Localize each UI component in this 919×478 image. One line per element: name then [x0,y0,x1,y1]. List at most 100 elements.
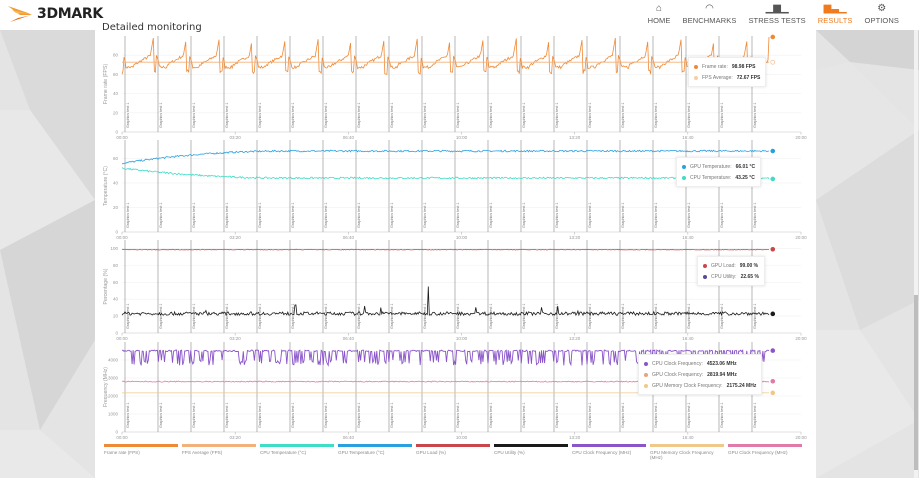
x-tick-label: 03:20 [230,336,242,341]
legend-item[interactable]: GPU Load (%) [416,444,490,460]
tooltip-label: CPU Temperature: [690,174,732,181]
bar-chart-icon: ▁▆▁ [765,3,789,14]
app-logo[interactable]: 3DMARK [8,4,103,24]
test-marker-label: Graphics test 1 [258,303,262,329]
legend-label: FPS Average (FPS) [182,449,223,455]
y-tick-label: 1000 [108,412,119,417]
test-marker-label: Graphics test 1 [753,402,757,428]
series-end-point [770,378,776,384]
scrollbar[interactable] [914,30,918,478]
tooltip-label: FPS Average: [702,74,733,81]
x-tick-label: 10:00 [456,235,468,240]
series-end-point [770,59,776,65]
test-marker-label: Graphics test 1 [588,202,592,228]
legend-swatch [650,444,724,447]
test-marker-label: Graphics test 1 [192,202,196,228]
test-marker-label: Graphics test 1 [357,402,361,428]
y-tick-label: 0 [115,331,118,336]
legend-item[interactable]: GPU Temperature (°C) [338,444,412,460]
test-marker-label: Graphics test 1 [225,402,229,428]
legend-item[interactable]: CPU Clock Frequency (MHz) [572,444,646,460]
legend-item[interactable]: FPS Average (FPS) [182,444,256,460]
x-tick-label: 00:00 [116,435,128,440]
test-marker-label: Graphics test 1 [687,102,691,128]
tooltip-row: Frame rate: 98.98 FPS [694,61,760,72]
legend-item[interactable]: GPU Clock Frequency (MHz) [728,444,802,460]
x-tick-label: 16:40 [682,435,694,440]
legend-item[interactable]: CPU Utility (%) [494,444,568,460]
y-tick-label: 2000 [108,394,119,399]
test-marker-label: Graphics test 1 [654,102,658,128]
x-tick-label: 06:40 [343,435,355,440]
test-marker-label: Graphics test 1 [621,202,625,228]
test-marker-label: Graphics test 1 [357,303,361,329]
test-marker-label: Graphics test 1 [456,202,460,228]
y-tick-label: 20 [113,205,119,210]
tooltip-value: 66.01 °C [735,163,756,170]
test-marker-label: Graphics test 1 [423,303,427,329]
gear-icon: ⚙ [877,3,887,14]
test-marker-label: Graphics test 1 [390,402,394,428]
test-marker-label: Graphics test 1 [291,102,295,128]
y-tick-label: 60 [113,72,119,77]
tooltip-row: GPU Load: 99.00 % [703,260,759,271]
y-tick-label: 20 [113,314,119,319]
test-marker-label: Graphics test 1 [192,303,196,329]
tooltip-label: CPU Clock Frequency: [652,360,703,367]
test-marker-label: Graphics test 1 [753,202,757,228]
results-icon: ▆▃▁ [823,3,847,14]
series-line-cpu-temperature [121,167,770,180]
y-axis-label: Frame rate (FPS) [103,64,109,105]
test-marker-label: Graphics test 1 [456,402,460,428]
test-marker-label: Graphics test 1 [357,102,361,128]
test-marker-label: Graphics test 1 [258,202,262,228]
tooltip-color-dot [694,64,698,69]
legend-swatch [572,444,646,447]
legend-label: Frame rate (FPS) [104,449,140,455]
x-tick-label: 10:00 [456,336,468,341]
y-tick-label: 40 [113,297,119,302]
test-marker-label: Graphics test 1 [159,303,163,329]
nav-item-benchmarks[interactable]: ◠ BENCHMARKS [677,3,743,25]
x-tick-label: 20:00 [795,235,807,240]
test-marker-label: Graphics test 1 [522,303,526,329]
scrollbar-thumb[interactable] [914,295,918,470]
nav-item-stress-tests[interactable]: ▁▆▁ STRESS TESTS [742,3,811,25]
test-marker-label: Graphics test 1 [489,102,493,128]
nav-item-results[interactable]: ▆▃▁ RESULTS [812,3,859,25]
test-marker-label: Graphics test 1 [126,202,130,228]
legend-item[interactable]: Frame rate (FPS) [104,444,178,460]
test-marker-label: Graphics test 1 [588,402,592,428]
chart-temp: 0 20 40 60 Temperature (°C) 00:00 03:20 06:40 10… [103,140,807,240]
tooltip-color-dot [694,75,698,80]
tooltip-row: GPU Temperature: 66.01 °C [682,161,755,172]
test-marker-label: Graphics test 1 [720,102,724,128]
y-tick-label: 80 [113,263,119,268]
legend-swatch [104,444,178,447]
legend-item[interactable]: GPU Memory Clock Frequency (MHz) [650,444,724,460]
tooltip-row: CPU Clock Frequency: 4523.06 MHz [644,358,756,369]
tooltip-value: 4523.06 MHz [706,360,737,367]
nav-item-home[interactable]: ⌂ HOME [642,3,677,25]
test-marker-label: Graphics test 1 [192,402,196,428]
nav-item-options[interactable]: ⚙ OPTIONS [859,3,905,25]
gauge-icon: ◠ [705,3,714,14]
top-navigation-bar: 3DMARK ⌂ HOME ◠ BENCHMARKS ▁▆▁ STRESS TESTS ▆▃… [0,0,919,30]
y-tick-label: 0 [115,130,118,135]
test-marker-label: Graphics test 1 [654,202,658,228]
y-axis-label: Temperature (°C) [103,166,109,206]
test-marker-label: Graphics test 1 [720,202,724,228]
x-tick-label: 06:40 [343,336,355,341]
y-tick-label: 4000 [108,358,119,363]
test-marker-label: Graphics test 1 [159,402,163,428]
legend-swatch [338,444,412,447]
test-marker-label: Graphics test 1 [489,303,493,329]
tooltip-color-dot [703,274,707,279]
test-marker-label: Graphics test 1 [456,102,460,128]
legend-item[interactable]: CPU Temperature (°C) [260,444,334,460]
test-marker-label: Graphics test 1 [555,102,559,128]
test-marker-label: Graphics test 1 [621,102,625,128]
tooltip-fps: Frame rate: 98.98 FPS FPS Average: 72.67 FP… [688,57,767,87]
test-marker-label: Graphics test 1 [456,303,460,329]
y-tick-label: 0 [115,230,118,235]
